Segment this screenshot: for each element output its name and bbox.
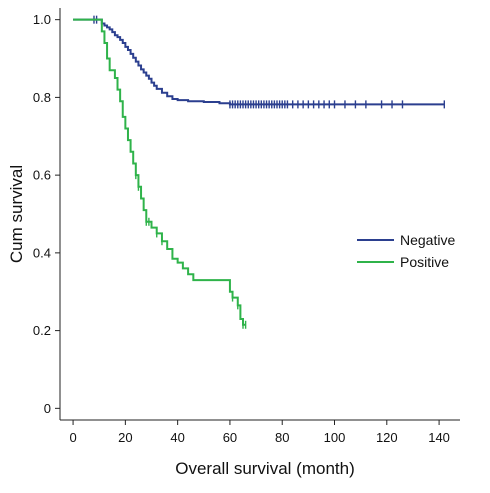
y-ticks: 0 0.2 0.4 0.6 0.8 1.0 [33, 12, 60, 416]
x-tick-label: 100 [324, 430, 346, 445]
y-tick-label: 0.8 [33, 90, 51, 105]
x-tick-label: 80 [275, 430, 289, 445]
legend-label-positive: Positive [400, 254, 449, 270]
y-axis-title: Cum survival [7, 165, 26, 263]
y-tick-label: 1.0 [33, 12, 51, 27]
legend-label-negative: Negative [400, 232, 455, 248]
x-axis-title: Overall survival (month) [175, 459, 355, 478]
x-tick-label: 40 [170, 430, 184, 445]
x-tick-label: 140 [428, 430, 450, 445]
y-tick-label: 0 [44, 401, 51, 416]
survival-curve-negative [73, 18, 445, 106]
series-layer [73, 15, 446, 329]
x-tick-label: 20 [118, 430, 132, 445]
plot-area: 0 20 40 60 80 100 120 140 0 0.2 0.4 0.6 0.8 1.0 [33, 8, 460, 445]
y-tick-label: 0.4 [33, 245, 51, 260]
x-ticks: 0 20 40 60 80 100 120 140 [69, 420, 450, 445]
x-tick-label: 60 [223, 430, 237, 445]
y-tick-label: 0.2 [33, 323, 51, 338]
legend: Negative Positive [357, 232, 455, 270]
x-tick-label: 0 [69, 430, 76, 445]
x-tick-label: 120 [376, 430, 398, 445]
survival-curve-positive [73, 18, 246, 326]
y-tick-label: 0.6 [33, 168, 51, 183]
